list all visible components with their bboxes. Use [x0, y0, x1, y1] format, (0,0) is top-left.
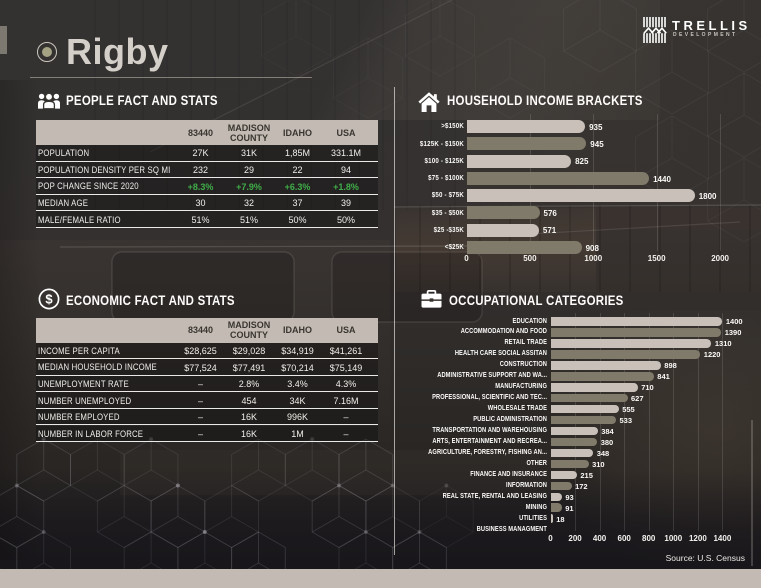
- svg-text:$: $: [45, 292, 53, 307]
